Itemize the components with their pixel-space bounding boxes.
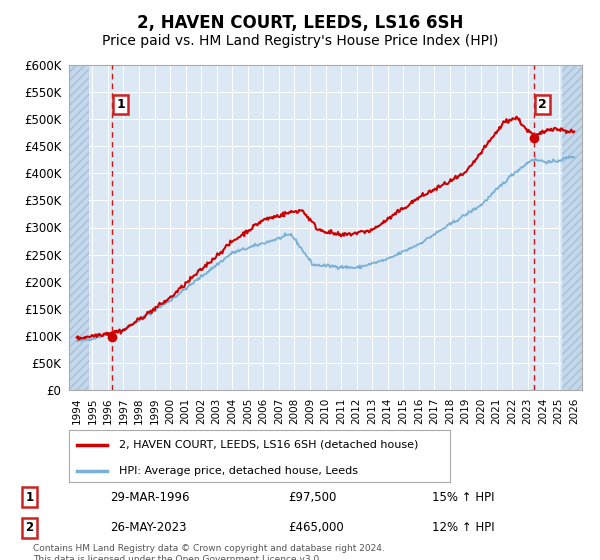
Text: HPI: Average price, detached house, Leeds: HPI: Average price, detached house, Leed… [119,465,358,475]
Text: 29-MAR-1996: 29-MAR-1996 [110,491,190,503]
Bar [69,65,89,390]
Text: 2: 2 [25,521,34,534]
Text: 2: 2 [538,99,547,111]
Text: 1: 1 [116,99,125,111]
Text: Contains HM Land Registry data © Crown copyright and database right 2024.
This d: Contains HM Land Registry data © Crown c… [33,544,385,560]
Text: Price paid vs. HM Land Registry's House Price Index (HPI): Price paid vs. HM Land Registry's House … [102,34,498,48]
Bar [562,65,582,390]
Text: £465,000: £465,000 [289,521,344,534]
Text: 1: 1 [25,491,34,503]
Text: 12% ↑ HPI: 12% ↑ HPI [433,521,495,534]
Text: 15% ↑ HPI: 15% ↑ HPI [433,491,495,503]
Text: £97,500: £97,500 [289,491,337,503]
Text: 26-MAY-2023: 26-MAY-2023 [110,521,187,534]
Text: 2, HAVEN COURT, LEEDS, LS16 6SH: 2, HAVEN COURT, LEEDS, LS16 6SH [137,14,463,32]
Text: 2, HAVEN COURT, LEEDS, LS16 6SH (detached house): 2, HAVEN COURT, LEEDS, LS16 6SH (detache… [119,440,418,450]
